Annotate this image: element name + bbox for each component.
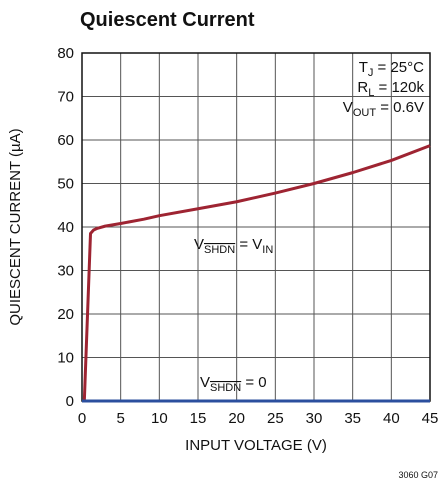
chart-title: Quiescent Current <box>80 9 255 31</box>
x-tick-label: 20 <box>228 410 245 427</box>
annotation: TJ = 25°C <box>359 59 424 79</box>
x-tick-label: 40 <box>383 410 400 427</box>
y-tick-label: 40 <box>57 219 74 236</box>
plot-area: 0 10 20 30 40 50 60 70 80 0 5 10 15 20 25 30 35 40 45 <box>57 45 438 427</box>
y-tick-label: 0 <box>66 393 74 410</box>
annotation: VSHDN = 0 <box>200 374 267 394</box>
y-tick-label: 60 <box>57 132 74 149</box>
annotation: VSHDN = VIN <box>194 236 273 256</box>
footnote: 3060 G07 <box>398 470 438 480</box>
y-tick-label: 20 <box>57 306 74 323</box>
y-tick-label: 50 <box>57 176 74 193</box>
x-tick-label: 5 <box>116 410 124 427</box>
x-axis-title: INPUT VOLTAGE (V) <box>185 437 327 454</box>
x-tick-label: 45 <box>422 410 439 427</box>
annotation: RL = 120k <box>357 79 424 99</box>
x-tick-label: 25 <box>267 410 284 427</box>
annotation: VOUT = 0.6V <box>343 99 424 119</box>
x-tick-label: 0 <box>78 410 86 427</box>
data-line <box>82 144 431 402</box>
annotations: TJ = 25°C RL = 120k VOUT = 0.6V VSHDN = … <box>194 59 424 394</box>
x-tick-label: 35 <box>344 410 361 427</box>
x-tick-label: 30 <box>306 410 323 427</box>
y-tick-label: 10 <box>57 350 74 367</box>
x-tick-label: 10 <box>151 410 168 427</box>
y-tick-label: 80 <box>57 45 74 62</box>
y-tick-label: 70 <box>57 89 74 106</box>
y-tick-label: 30 <box>57 263 74 280</box>
y-axis-title: QUIESCENT CURRENT (µA) <box>7 128 24 325</box>
x-tick-label: 15 <box>190 410 207 427</box>
